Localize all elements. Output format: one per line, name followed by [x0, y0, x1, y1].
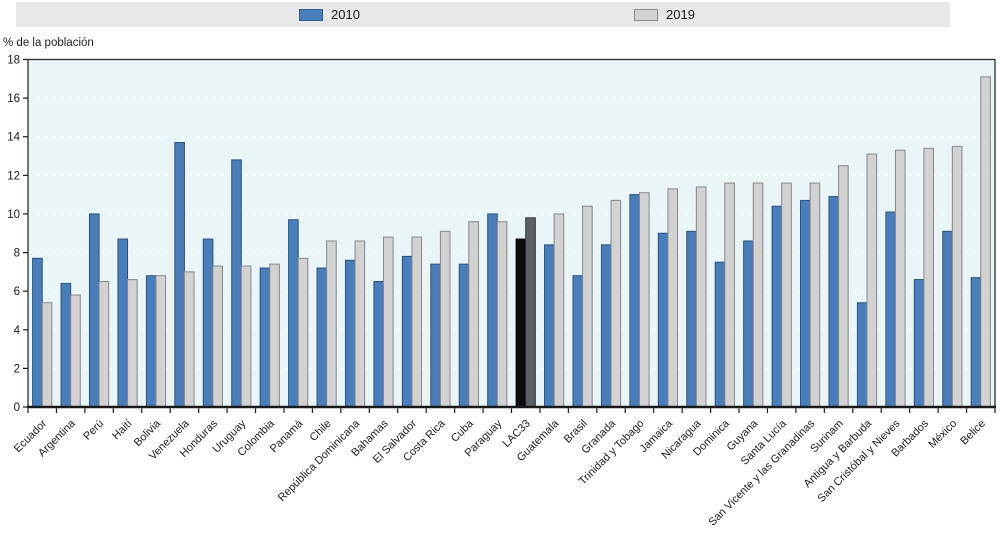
bar-2019-Bahamas — [383, 236, 394, 408]
bar-2019-México — [951, 145, 963, 408]
bar-2010-Dominica — [714, 261, 726, 408]
bar-2019-Chile — [326, 240, 337, 408]
bar-2010-El Salvador — [401, 255, 413, 408]
x-axis-label: Chile — [308, 418, 334, 444]
x-axis-label: Perú — [81, 418, 106, 443]
bar-2010-Uruguay — [231, 159, 242, 408]
bar-2010-Cuba — [458, 263, 470, 408]
x-axis-label: México — [926, 418, 959, 451]
bar-2010-Antigua y Barbuda — [856, 302, 868, 408]
x-axis-label: Haití — [110, 418, 134, 442]
bar-2010-Trinidad y Tobago — [629, 194, 640, 408]
bar-2010-Bolivia — [145, 275, 157, 408]
legend-item-2019: 2019 — [634, 2, 695, 27]
bar-2019-Santa Lucía — [781, 182, 792, 408]
bar-2010-Colombia — [259, 267, 271, 408]
bar-2019-Colombia — [269, 263, 280, 408]
x-axis-label: Belice — [958, 418, 988, 448]
bar-2019-San Vicente y las Granadinas — [809, 182, 821, 408]
bar-2019-Guatemala — [553, 213, 565, 408]
y-tick-label: 10 — [7, 209, 20, 221]
bar-2010-Barbados — [913, 279, 925, 408]
y-tick-label: 0 — [14, 402, 20, 414]
y-tick-label: 18 — [7, 55, 20, 67]
bar-2019-Venezuela — [183, 271, 195, 408]
y-tick-label: 4 — [14, 325, 21, 337]
bar-2010-Guatemala — [544, 244, 555, 408]
bar-2019-Bolivia — [155, 275, 167, 408]
y-tick-label: 14 — [7, 132, 20, 144]
legend-swatch-2010-icon — [299, 8, 323, 21]
bar-2019-Paraguay — [496, 221, 508, 408]
bar-2019-Nicaragua — [695, 186, 707, 408]
y-tick-label: 2 — [14, 363, 20, 375]
bar-2010-Paraguay — [487, 213, 498, 408]
bar-2010-LAC33 — [515, 238, 527, 408]
bar-2019-Guyana — [752, 182, 764, 408]
bar-2010-Santa Lucía — [771, 205, 783, 408]
bar-2010-Chile — [316, 267, 328, 408]
bar-2019-Perú — [98, 281, 110, 408]
bar-2010-Panamá — [288, 219, 299, 408]
bar-2010-Granada — [600, 244, 612, 408]
bar-2019-Panamá — [297, 257, 309, 408]
y-tick-label: 6 — [14, 286, 20, 298]
bar-2010-Costa Rica — [430, 263, 441, 408]
y-tick-label: 8 — [14, 248, 20, 260]
legend-swatch-2019-icon — [634, 8, 658, 21]
bar-2019-Belice — [980, 76, 991, 408]
bar-2010-Belice — [970, 277, 982, 408]
bar-2010-Nicaragua — [686, 230, 697, 408]
bar-2010-México — [942, 230, 953, 408]
bar-2019-Dominica — [724, 182, 735, 408]
y-tick-label: 16 — [7, 93, 20, 105]
bar-2019-Argentina — [70, 294, 81, 408]
legend-item-2010: 2010 — [299, 2, 360, 27]
legend-label-2010: 2010 — [331, 7, 360, 22]
y-axis-title: % de la población — [3, 37, 94, 49]
bar-2010-Bahamas — [373, 281, 385, 408]
bar-2019-Uruguay — [240, 265, 252, 408]
bar-2019-Brasil — [582, 205, 593, 408]
bar-2019-Trinidad y Tobago — [638, 192, 650, 408]
bar-2019-Antigua y Barbuda — [866, 153, 878, 408]
bar-2010-Honduras — [202, 238, 214, 408]
bar-2010-Surinam — [828, 196, 840, 408]
bar-2019-Costa Rica — [439, 230, 451, 408]
bar-2010-Ecuador — [32, 257, 43, 408]
bar-2019-República Dominicana — [354, 240, 366, 408]
bar-2019-Granada — [610, 199, 622, 408]
bar-2010-San Cristóbal y Nieves — [885, 211, 896, 408]
bar-2019-Honduras — [212, 265, 223, 408]
bar-2019-Haití — [127, 279, 138, 408]
bar-2010-Argentina — [60, 282, 72, 408]
plot-area — [28, 59, 995, 407]
legend-label-2019: 2019 — [666, 7, 695, 22]
bar-2019-El Salvador — [411, 236, 423, 408]
bar-2019-Cuba — [468, 221, 479, 408]
legend: 2010 2019 — [16, 2, 950, 27]
x-axis-label: Panamá — [268, 417, 306, 455]
bar-2019-Surinam — [838, 165, 849, 408]
bar-2010-San Vicente y las Granadinas — [800, 199, 811, 408]
bar-2010-Haití — [117, 238, 129, 408]
bar-2010-Venezuela — [174, 142, 185, 408]
bar-2019-Jamaica — [667, 188, 679, 408]
bar-2019-San Cristóbal y Nieves — [894, 149, 906, 408]
bar-2010-Brasil — [572, 275, 584, 408]
bar-2010-República Dominicana — [344, 259, 356, 408]
bar-2010-Guyana — [743, 240, 754, 408]
bar-2019-LAC33 — [525, 217, 536, 408]
y-tick-label: 12 — [7, 170, 20, 182]
bar-2010-Jamaica — [657, 232, 669, 408]
bar-2010-Perú — [89, 213, 100, 408]
bar-2019-Barbados — [923, 147, 935, 408]
bar-2019-Ecuador — [41, 302, 53, 408]
